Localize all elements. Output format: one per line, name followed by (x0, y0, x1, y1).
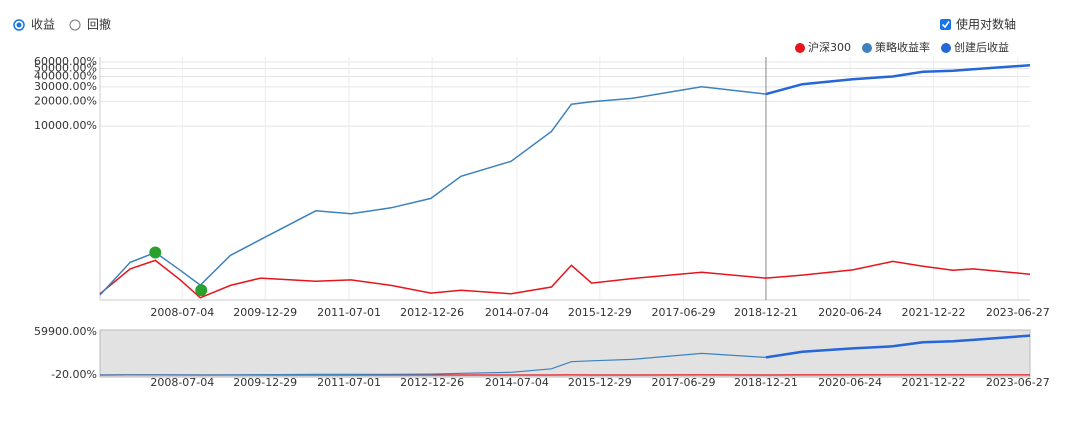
x-tick-label: 2008-07-04 (150, 306, 214, 319)
x-tick-label: 2012-12-26 (400, 306, 464, 319)
navigator-x-tick-label: 2009-12-29 (233, 376, 297, 389)
x-tick-label: 2018-12-21 (734, 306, 798, 319)
legend-swatch (862, 43, 872, 53)
y-tick-label: 20000.00% (34, 94, 97, 107)
checkbox[interactable] (940, 19, 951, 30)
navigator-x-tick-label: 2011-07-01 (317, 376, 381, 389)
navigator-x-tick-label: 2008-07-04 (150, 376, 214, 389)
drawdown-marker (195, 284, 207, 296)
x-tick-label: 2009-12-29 (233, 306, 297, 319)
drawdown-marker (149, 246, 161, 258)
legend-label: 策略收益率 (875, 40, 930, 54)
radio[interactable] (70, 20, 80, 30)
navigator-x-tick-label: 2015-12-29 (568, 376, 632, 389)
navigator-x-tick-label: 2017-06-29 (652, 376, 716, 389)
navigator-x-tick-label: 2020-06-24 (818, 376, 882, 389)
checkbox-label[interactable]: 使用对数轴 (956, 17, 1016, 32)
radio-label[interactable]: 收益 (31, 18, 55, 32)
series-line (100, 260, 1030, 297)
legend-swatch (795, 43, 805, 53)
x-tick-label: 2023-06-27 (986, 306, 1050, 319)
navigator-box[interactable] (100, 330, 1030, 377)
x-tick-label: 2011-07-01 (317, 306, 381, 319)
y-tick-label: 10000.00% (34, 119, 97, 132)
x-tick-label: 2020-06-24 (818, 306, 882, 319)
navigator-x-tick-label: 2012-12-26 (400, 376, 464, 389)
navigator-y-tick-label: 59900.00% (34, 325, 97, 338)
x-tick-label: 2017-06-29 (652, 306, 716, 319)
navigator-x-tick-label: 2021-12-22 (902, 376, 966, 389)
navigator-x-tick-label: 2018-12-21 (734, 376, 798, 389)
legend-label: 沪深300 (808, 40, 851, 54)
legend-swatch (941, 43, 951, 53)
legend-label: 创建后收益 (954, 40, 1009, 54)
x-tick-label: 2014-07-04 (485, 306, 549, 319)
x-tick-label: 2021-12-22 (902, 306, 966, 319)
y-tick-label: 60000.00% (34, 55, 97, 68)
navigator-x-tick-label: 2023-06-27 (986, 376, 1050, 389)
navigator-y-tick-label: -20.00% (51, 368, 97, 381)
series-line (100, 87, 766, 295)
x-tick-label: 2015-12-29 (568, 306, 632, 319)
radio-label[interactable]: 回撤 (87, 17, 111, 32)
navigator-x-tick-label: 2014-07-04 (485, 376, 549, 389)
series-line (766, 65, 1030, 94)
radio-dot (17, 23, 22, 28)
